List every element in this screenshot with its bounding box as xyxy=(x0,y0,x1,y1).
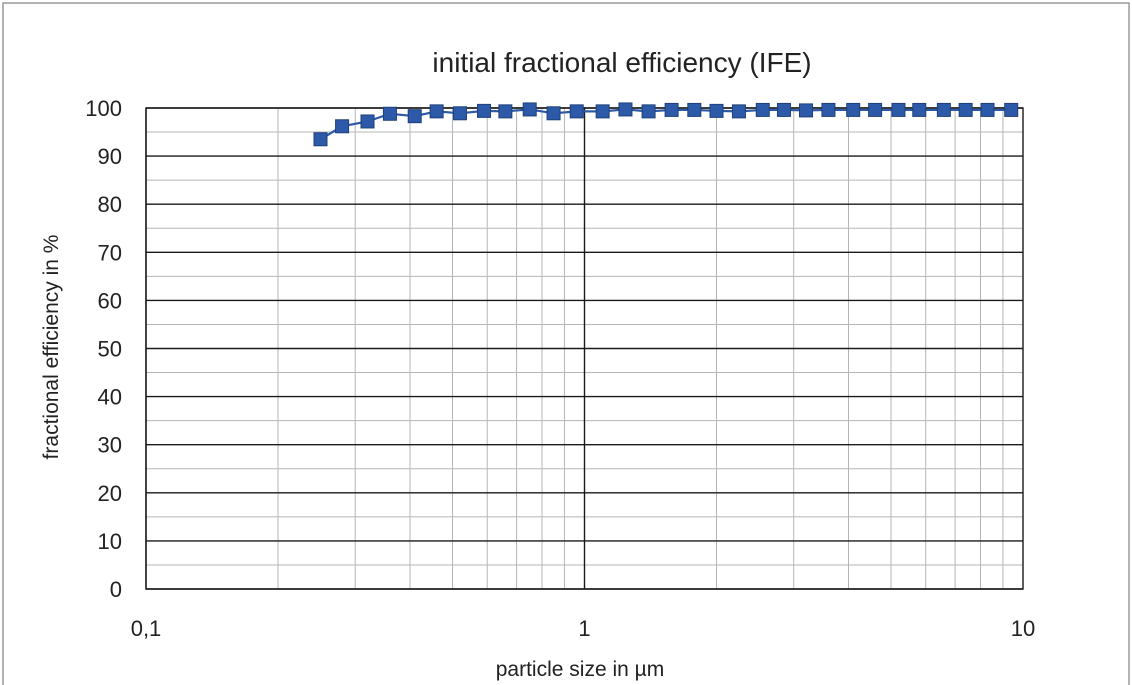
y-tick-label: 90 xyxy=(98,144,122,169)
data-point xyxy=(407,109,422,124)
data-point xyxy=(980,102,995,117)
data-point xyxy=(313,132,328,147)
data-point xyxy=(891,102,906,117)
data-point xyxy=(595,104,610,119)
data-point xyxy=(641,104,656,119)
data-point xyxy=(1004,102,1019,117)
y-tick-label: 100 xyxy=(85,96,122,121)
x-axis-label: particle size in µm xyxy=(496,658,664,681)
data-point xyxy=(360,114,375,129)
data-point xyxy=(664,102,679,117)
x-tick-label: 1 xyxy=(578,616,590,641)
data-point xyxy=(522,102,537,117)
data-point xyxy=(755,102,770,117)
data-point xyxy=(846,102,861,117)
data-point xyxy=(335,119,350,134)
data-point xyxy=(776,102,791,117)
y-axis-label: fractional efficiency in % xyxy=(40,235,63,460)
y-tick-label: 40 xyxy=(98,385,122,410)
data-point xyxy=(868,102,883,117)
data-point xyxy=(912,102,927,117)
chart-title: initial fractional efficiency (IFE) xyxy=(432,47,811,78)
data-point xyxy=(429,104,444,119)
x-axis-tick-labels: 0,1 1 10 xyxy=(131,616,1036,641)
y-tick-label: 50 xyxy=(98,337,122,362)
x-tick-label: 0,1 xyxy=(131,616,162,641)
data-point xyxy=(477,103,492,118)
y-tick-label: 80 xyxy=(98,192,122,217)
data-point xyxy=(731,104,746,119)
data-point xyxy=(799,103,814,118)
y-tick-label: 70 xyxy=(98,240,122,265)
data-point xyxy=(382,106,397,121)
data-point xyxy=(546,106,561,121)
x-tick-label: 10 xyxy=(1011,616,1035,641)
y-tick-label: 20 xyxy=(98,481,122,506)
data-point xyxy=(958,102,973,117)
data-series xyxy=(313,102,1019,147)
data-point xyxy=(709,103,724,118)
data-point xyxy=(936,102,951,117)
data-point xyxy=(821,102,836,117)
data-point xyxy=(452,106,467,121)
data-point xyxy=(498,104,513,119)
data-point xyxy=(569,104,584,119)
y-tick-label: 10 xyxy=(98,529,122,554)
y-tick-label: 0 xyxy=(110,577,122,602)
y-tick-label: 60 xyxy=(98,288,122,313)
data-point xyxy=(687,102,702,117)
y-axis-tick-labels: 0 10 20 30 40 50 60 70 80 90 100 xyxy=(85,96,122,602)
y-tick-label: 30 xyxy=(98,433,122,458)
plot-area-border xyxy=(145,107,1024,590)
data-point xyxy=(618,102,633,117)
